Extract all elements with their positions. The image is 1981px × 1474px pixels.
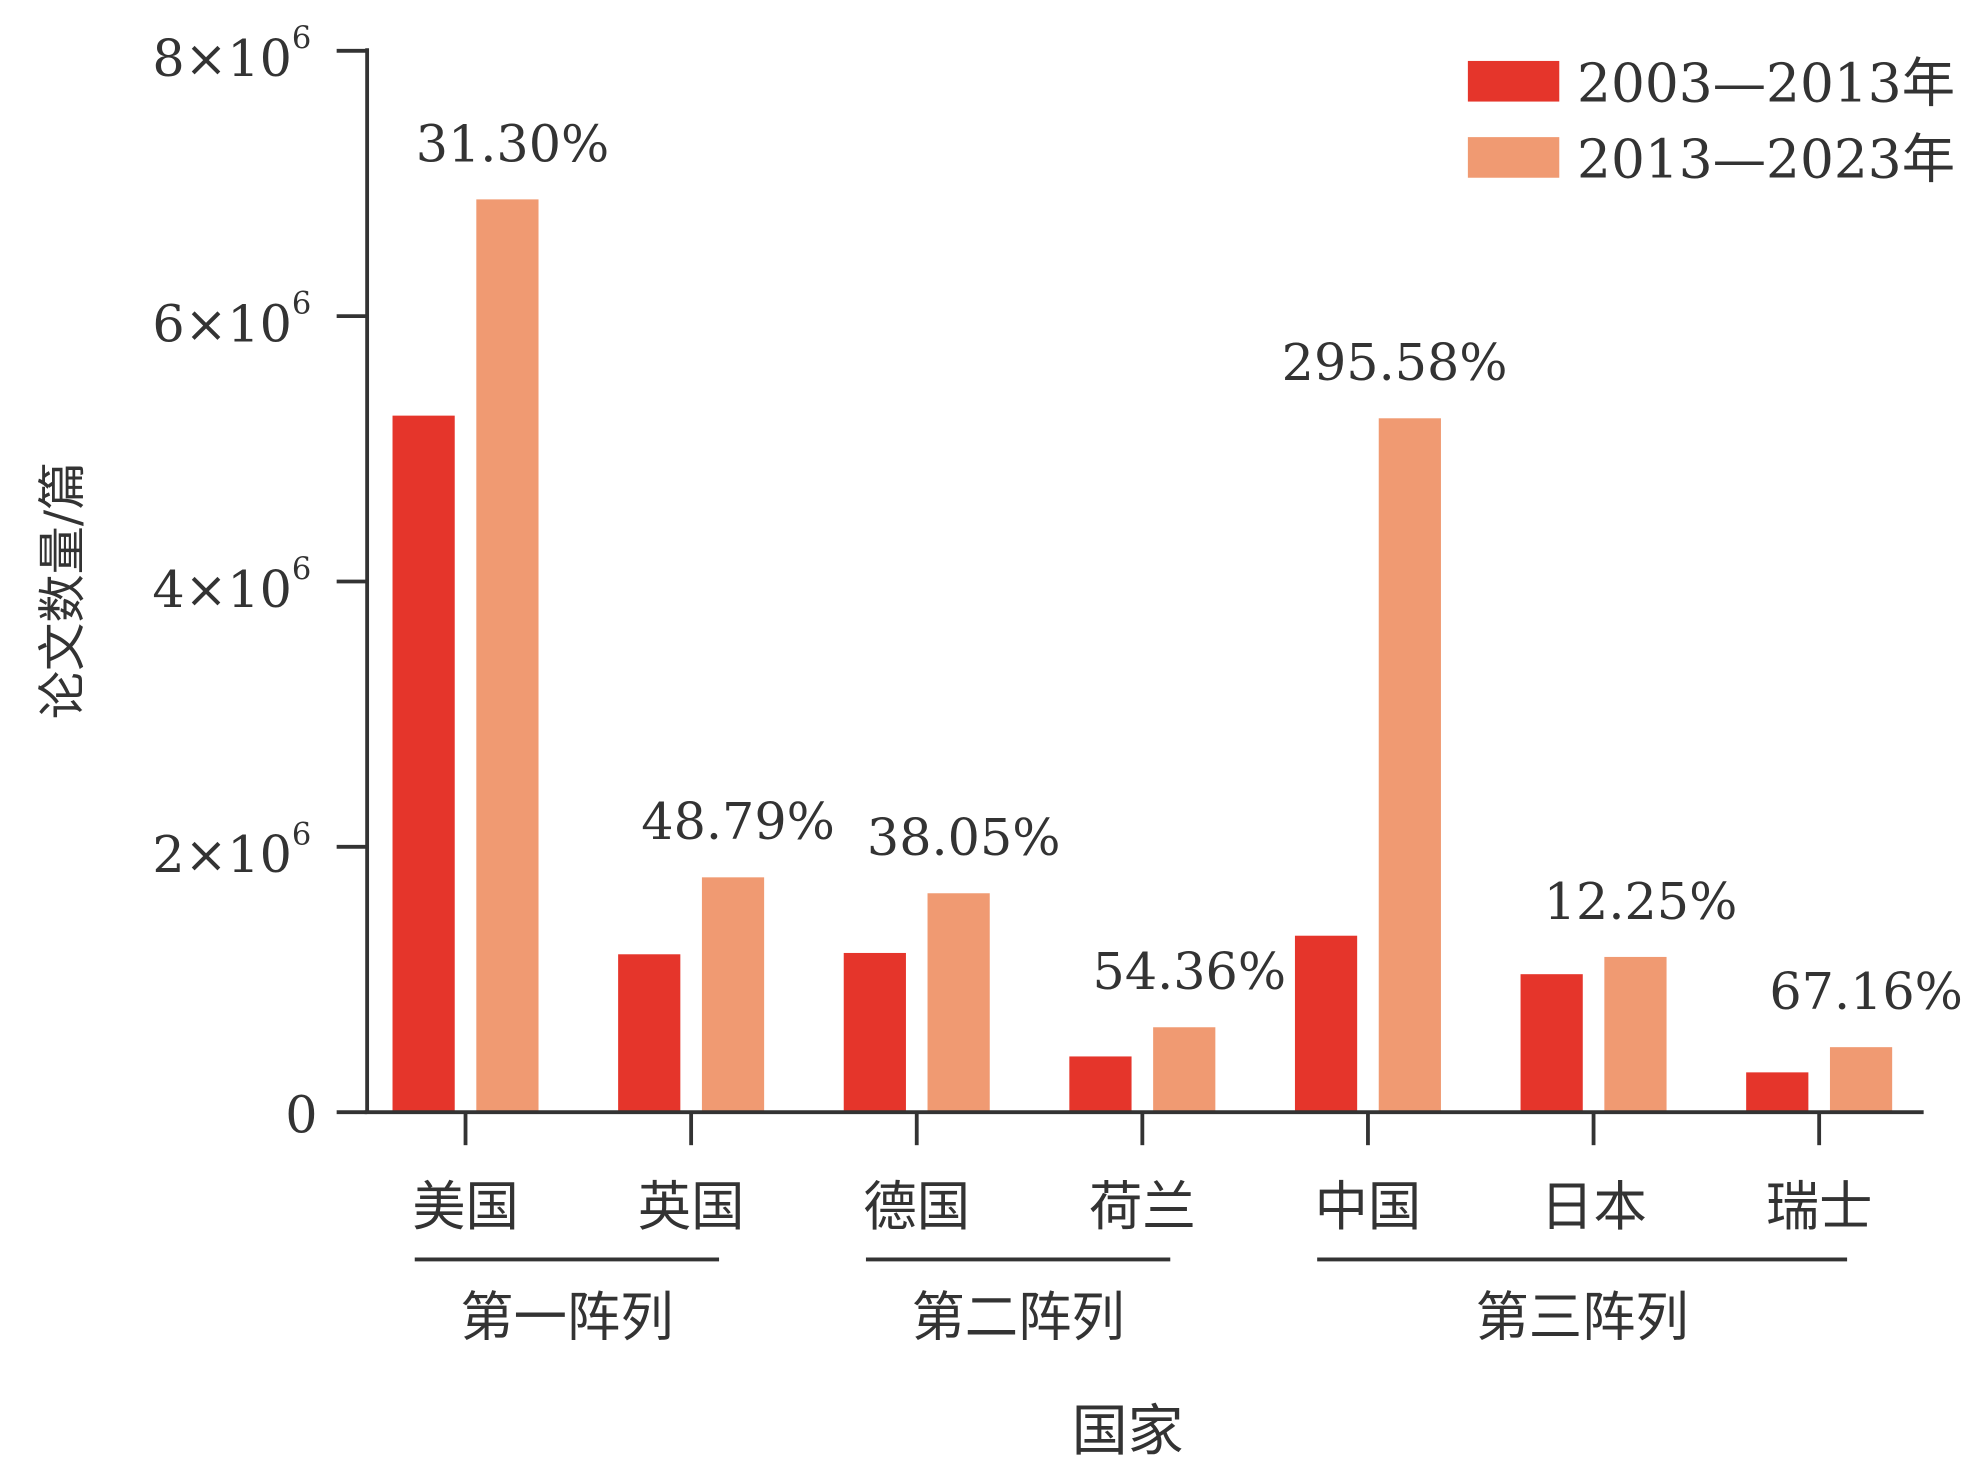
y-tick-base: 2×10 bbox=[152, 825, 291, 884]
legend-swatch bbox=[1467, 60, 1560, 102]
x-tick-label: 瑞士 bbox=[1766, 1176, 1873, 1238]
y-tick-exponent: 6 bbox=[292, 21, 311, 56]
y-tick-exponent: 6 bbox=[292, 552, 311, 587]
y-axis-title: 论文数量/篇 bbox=[35, 462, 91, 719]
bar-2003-2013 bbox=[618, 954, 681, 1113]
legend-label: 2013—2023年 bbox=[1577, 129, 1955, 191]
growth-label: 12.25% bbox=[1544, 872, 1738, 931]
group-label: 第一阵列 bbox=[460, 1287, 673, 1349]
group-label: 第三阵列 bbox=[1475, 1287, 1688, 1349]
legend-label: 2003—2013年 bbox=[1577, 53, 1955, 115]
x-tick-label: 日本 bbox=[1540, 1176, 1647, 1238]
growth-label: 31.30% bbox=[416, 114, 610, 173]
bar-2013-2023 bbox=[927, 893, 990, 1113]
x-tick-label: 英国 bbox=[638, 1176, 745, 1238]
x-axis-title: 国家 bbox=[1072, 1399, 1184, 1464]
growth-label: 67.16% bbox=[1769, 962, 1963, 1021]
bar-2003-2013 bbox=[1520, 974, 1583, 1113]
y-tick-base: 6×10 bbox=[152, 295, 291, 354]
y-tick-exponent: 6 bbox=[292, 287, 311, 322]
legend-swatch bbox=[1467, 137, 1560, 178]
growth-label: 54.36% bbox=[1093, 942, 1287, 1001]
x-tick-label: 中国 bbox=[1315, 1176, 1422, 1238]
y-tick-label: 2×106 bbox=[152, 817, 311, 884]
bar-2013-2023 bbox=[1378, 418, 1441, 1113]
bar-2013-2023 bbox=[1153, 1027, 1216, 1113]
growth-label: 295.58% bbox=[1282, 333, 1508, 392]
group-label: 第二阵列 bbox=[911, 1287, 1124, 1349]
y-tick-exponent: 6 bbox=[292, 817, 311, 852]
bar-2003-2013 bbox=[1746, 1072, 1809, 1113]
bar-2003-2013 bbox=[392, 415, 455, 1113]
bar-2003-2013 bbox=[1069, 1056, 1132, 1113]
bar-2003-2013 bbox=[843, 952, 906, 1113]
y-tick-base: 4×10 bbox=[152, 560, 291, 619]
y-tick-label: 8×106 bbox=[152, 21, 311, 88]
bar-2003-2013 bbox=[1294, 935, 1358, 1113]
y-tick-base: 8×10 bbox=[152, 29, 291, 88]
bar-2013-2023 bbox=[1604, 956, 1667, 1113]
bar-2013-2023 bbox=[701, 877, 765, 1113]
y-tick-label: 6×106 bbox=[152, 287, 311, 354]
bar-2013-2023 bbox=[476, 199, 539, 1113]
x-tick-label: 美国 bbox=[412, 1176, 519, 1238]
y-tick-label: 4×106 bbox=[152, 552, 311, 619]
growth-label: 38.05% bbox=[867, 808, 1061, 867]
bar-2013-2023 bbox=[1829, 1047, 1893, 1113]
x-tick-label: 荷兰 bbox=[1089, 1176, 1196, 1238]
legend: 2003—2013年 2013—2023年 bbox=[1467, 53, 1955, 191]
growth-label: 48.79% bbox=[641, 792, 835, 851]
y-tick-label: 0 bbox=[285, 1085, 317, 1144]
x-tick-label: 德国 bbox=[863, 1176, 970, 1238]
